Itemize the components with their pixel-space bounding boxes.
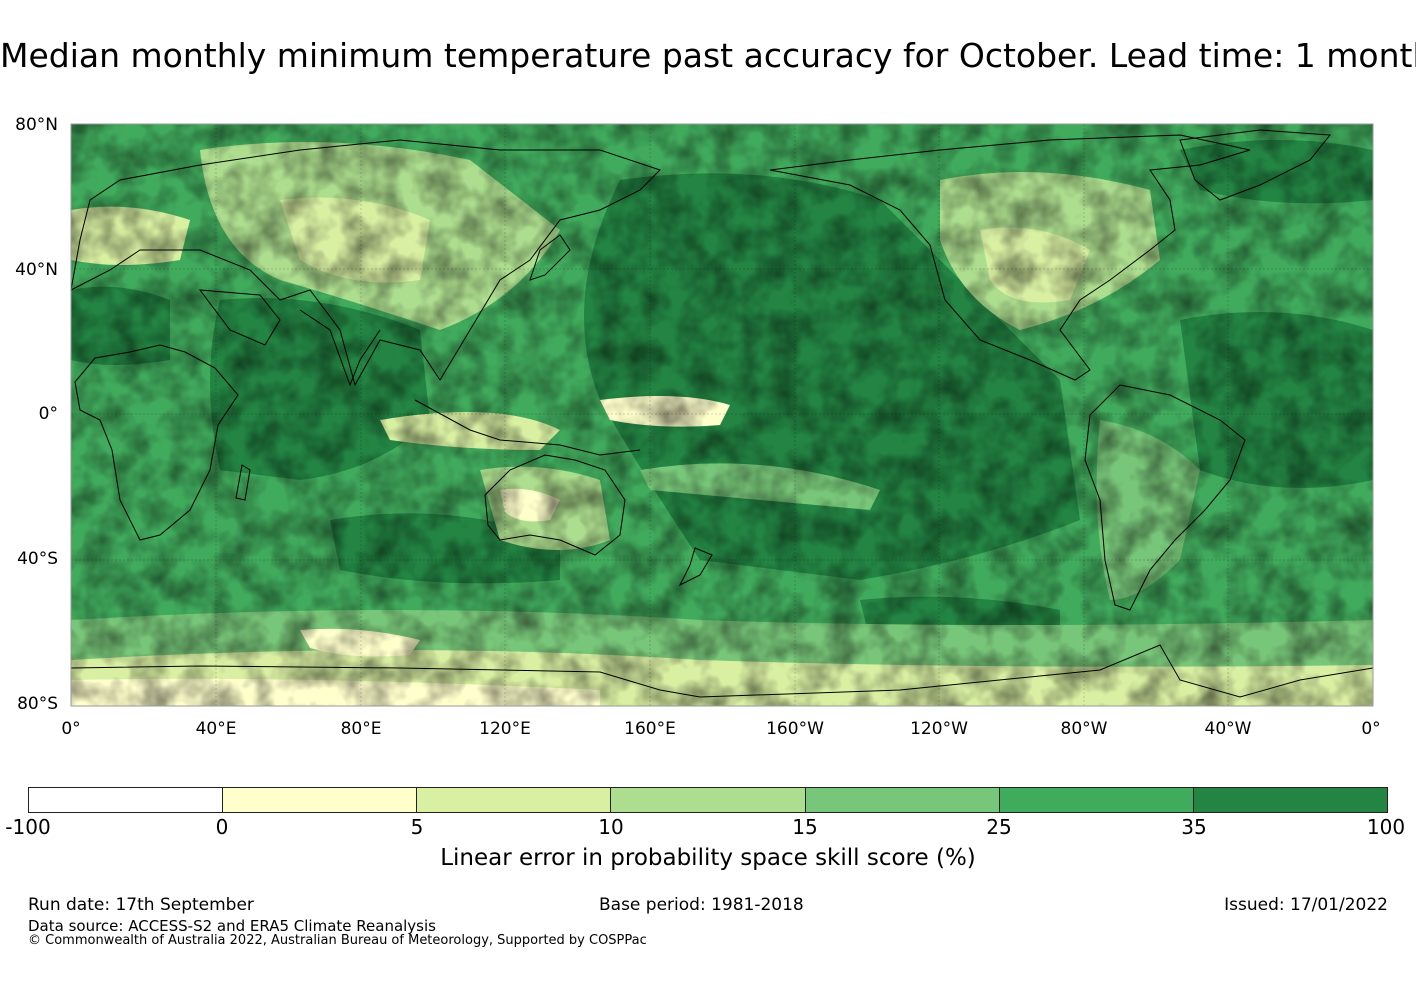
colorbar-segment [1193,788,1387,812]
map-frame [70,123,1374,707]
colorbar-tick: 5 [410,815,424,839]
lon-label-0-east: 0° [1361,719,1381,739]
south-america-coastline [1084,384,1246,611]
indian-subcontinent-coastline [299,309,381,387]
colorbar-tick: 0 [215,815,229,839]
japan-coastline [529,234,571,281]
lon-label-160w: 160°W [766,719,824,739]
colorbar [28,787,1388,813]
colorbar-label: Linear error in probability space skill … [440,845,976,871]
madagascar-coastline [235,464,251,501]
colorbar-segment [29,788,224,812]
colorbar-segment [223,788,418,812]
indonesia-coastline [414,399,641,456]
lon-label-120e: 120°E [479,719,531,739]
issued-date: Issued: 17/01/2022 [1224,895,1388,915]
lon-label-80w: 80°W [1060,719,1108,739]
colorbar-segment [999,788,1194,812]
colorbar-tick: 35 [1181,815,1207,839]
data-source: Data source: ACCESS-S2 and ERA5 Climate … [28,917,436,935]
run-date: Run date: 17th September [28,895,254,915]
lon-label-40e: 40°E [195,719,237,739]
colorbar-segment [611,788,806,812]
copyright: © Commonwealth of Australia 2022, Austra… [28,933,647,948]
eurasia-coastline [70,139,661,387]
gridlines [71,124,1373,706]
lat-label-40s: 40°S [17,549,58,569]
base-period: Base period: 1981-2018 [599,895,804,915]
lon-label-0-west: 0° [61,719,81,739]
antarctica-coastline [70,644,1374,698]
lat-label-40n: 40°N [15,260,58,280]
greenland-coastline [1179,129,1331,201]
colorbar-tick: 100 [1366,815,1406,839]
coastlines [70,129,1374,698]
lat-label-80n: 80°N [15,115,58,135]
skill-field [71,124,1373,706]
colorbar-segment [805,788,1000,812]
new-zealand-coastline [678,547,713,587]
lat-label-80s: 80°S [17,694,58,714]
lon-label-120w: 120°W [910,719,968,739]
africa-coastline [74,344,239,541]
lat-label-0: 0° [38,404,58,424]
map-title: Median monthly minimum temperature past … [0,36,1416,75]
colorbar-segment [417,788,612,812]
arabian-peninsula-coastline [198,289,281,346]
lon-label-160e: 160°E [624,719,676,739]
colorbar-tick: -100 [5,815,51,839]
australia-coastline [484,454,626,556]
colorbar-tick: 10 [598,815,624,839]
north-america-coastline [769,134,1251,381]
lon-label-40w: 40°W [1204,719,1252,739]
colorbar-tick: 15 [792,815,818,839]
colorbar-tick: 25 [986,815,1012,839]
lon-label-80e: 80°E [340,719,382,739]
